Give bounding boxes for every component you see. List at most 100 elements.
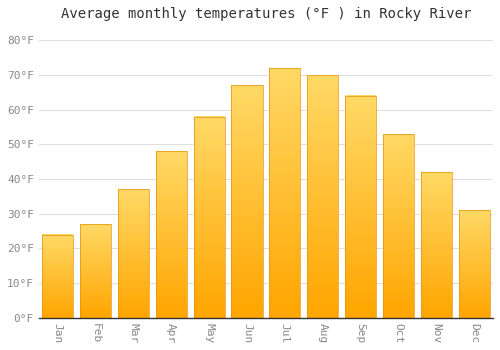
Bar: [42, 275, 74, 276]
Bar: [383, 134, 414, 136]
Bar: [421, 221, 452, 223]
Bar: [232, 215, 262, 218]
Bar: [270, 298, 300, 300]
Bar: [270, 293, 300, 295]
Bar: [270, 310, 300, 313]
Bar: [270, 203, 300, 205]
Bar: [270, 130, 300, 133]
Bar: [156, 249, 187, 251]
Bar: [194, 229, 224, 231]
Bar: [345, 113, 376, 116]
Bar: [270, 245, 300, 248]
Bar: [42, 236, 74, 237]
Bar: [458, 256, 490, 258]
Bar: [156, 241, 187, 243]
Bar: [270, 165, 300, 168]
Bar: [270, 80, 300, 83]
Bar: [307, 140, 338, 143]
Bar: [118, 251, 149, 252]
Bar: [194, 130, 224, 133]
Bar: [458, 215, 490, 217]
Bar: [270, 105, 300, 108]
Bar: [80, 233, 111, 235]
Bar: [383, 290, 414, 292]
Bar: [118, 260, 149, 261]
Title: Average monthly temperatures (°F ) in Rocky River: Average monthly temperatures (°F ) in Ro…: [60, 7, 471, 21]
Bar: [458, 271, 490, 273]
Bar: [383, 275, 414, 278]
Bar: [307, 296, 338, 299]
Bar: [156, 219, 187, 221]
Bar: [42, 258, 74, 260]
Bar: [80, 294, 111, 295]
Bar: [421, 286, 452, 287]
Bar: [118, 278, 149, 279]
Bar: [421, 259, 452, 261]
Bar: [232, 146, 262, 148]
Bar: [383, 181, 414, 184]
Bar: [458, 285, 490, 287]
Bar: [307, 177, 338, 180]
Bar: [270, 198, 300, 201]
Bar: [345, 116, 376, 118]
Bar: [80, 268, 111, 269]
Bar: [383, 172, 414, 174]
Bar: [383, 312, 414, 314]
Bar: [383, 231, 414, 233]
Bar: [232, 104, 262, 106]
Bar: [458, 305, 490, 306]
Bar: [42, 315, 74, 316]
Bar: [42, 245, 74, 246]
Bar: [80, 274, 111, 275]
Bar: [383, 218, 414, 220]
Bar: [42, 268, 74, 270]
Bar: [383, 237, 414, 239]
Bar: [421, 172, 452, 174]
Bar: [156, 183, 187, 184]
Bar: [232, 236, 262, 239]
Bar: [194, 148, 224, 151]
Bar: [118, 306, 149, 308]
Bar: [42, 253, 74, 254]
Bar: [194, 257, 224, 260]
Bar: [232, 136, 262, 139]
Bar: [421, 302, 452, 303]
Bar: [383, 216, 414, 218]
Bar: [345, 302, 376, 304]
Bar: [345, 287, 376, 289]
Bar: [458, 218, 490, 220]
Bar: [156, 173, 187, 175]
Bar: [156, 164, 187, 166]
Bar: [194, 128, 224, 131]
Bar: [458, 287, 490, 289]
Bar: [383, 262, 414, 265]
Bar: [345, 162, 376, 164]
Bar: [80, 306, 111, 308]
Bar: [42, 262, 74, 264]
Bar: [194, 267, 224, 270]
Bar: [80, 270, 111, 271]
Bar: [118, 208, 149, 210]
Bar: [232, 197, 262, 199]
Bar: [458, 251, 490, 252]
Bar: [421, 212, 452, 215]
Bar: [194, 225, 224, 227]
Bar: [80, 285, 111, 286]
Bar: [421, 208, 452, 210]
Bar: [156, 288, 187, 289]
Bar: [42, 262, 74, 263]
Bar: [345, 200, 376, 202]
Bar: [80, 276, 111, 278]
Bar: [307, 126, 338, 128]
Bar: [421, 177, 452, 180]
Bar: [194, 231, 224, 233]
Bar: [194, 223, 224, 225]
Bar: [42, 286, 74, 287]
Bar: [194, 138, 224, 141]
Bar: [345, 246, 376, 249]
Bar: [194, 161, 224, 163]
Bar: [80, 288, 111, 289]
Bar: [42, 289, 74, 290]
Bar: [383, 268, 414, 270]
Bar: [42, 307, 74, 308]
